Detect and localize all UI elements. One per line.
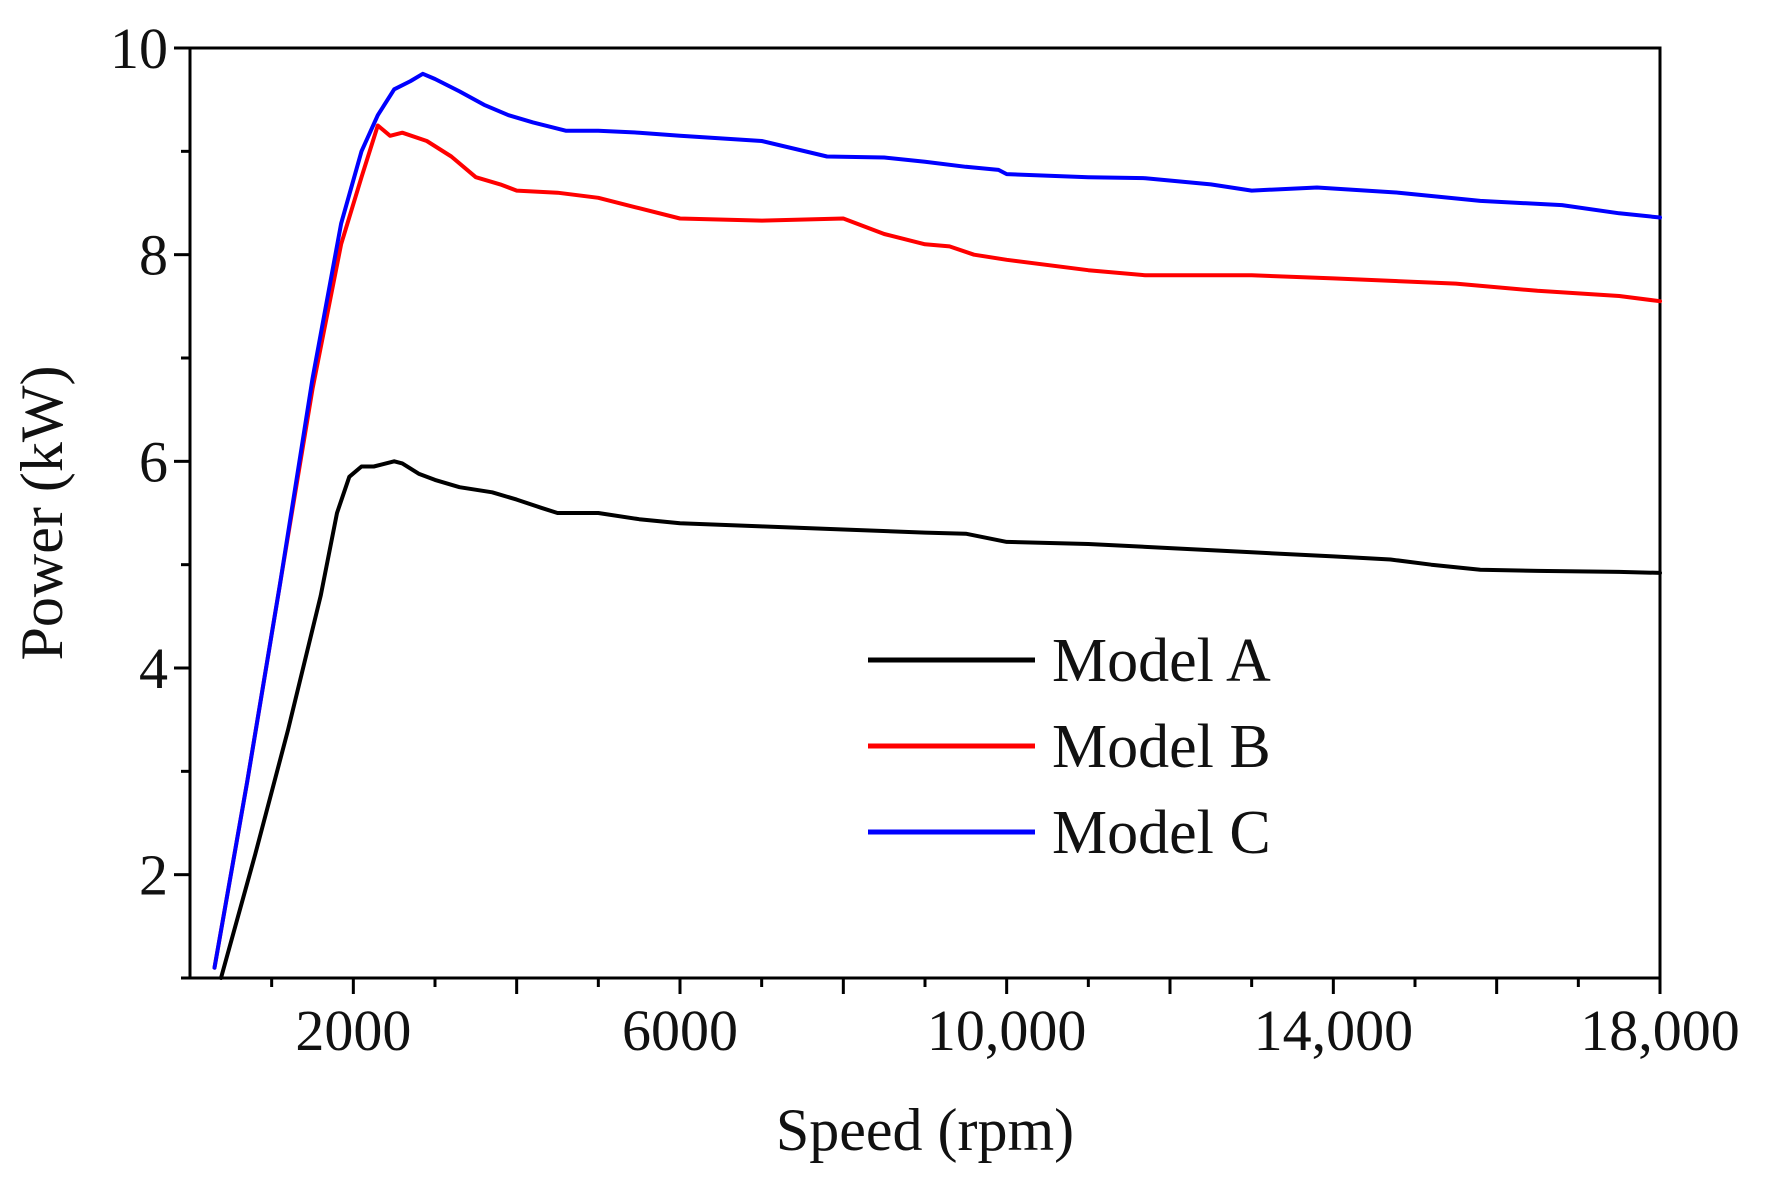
- series-layer: [212, 71, 1662, 980]
- axes: 2000 6000 10,000 14,000 18,000 2 4 6 8 10: [110, 16, 1740, 1063]
- legend: Model A Model B Model C: [868, 627, 1271, 867]
- y-tick-label: 4: [139, 636, 168, 701]
- x-tick-label: 6000: [622, 998, 738, 1063]
- legend-label-model-c: Model C: [1052, 799, 1271, 867]
- legend-label-model-b: Model B: [1052, 713, 1271, 781]
- series-line-model-b: [212, 123, 1662, 970]
- x-axis-label: Speed (rpm): [776, 1097, 1074, 1163]
- y-tick-label: 10: [110, 16, 168, 81]
- x-tick-label: 14,000: [1254, 998, 1414, 1063]
- legend-label-model-a: Model A: [1052, 627, 1271, 695]
- x-tick-label: 2000: [295, 998, 411, 1063]
- y-tick-label: 6: [139, 429, 168, 494]
- series-line-model-c: [212, 71, 1662, 970]
- y-tick-label: 2: [139, 843, 168, 908]
- x-tick-label: 10,000: [927, 998, 1087, 1063]
- series-line-model-a: [219, 459, 1662, 980]
- y-axis-label: Power (kW): [9, 366, 75, 661]
- x-tick-label: 18,000: [1580, 998, 1740, 1063]
- y-tick-label: 8: [139, 223, 168, 288]
- plot-frame: [188, 46, 1662, 980]
